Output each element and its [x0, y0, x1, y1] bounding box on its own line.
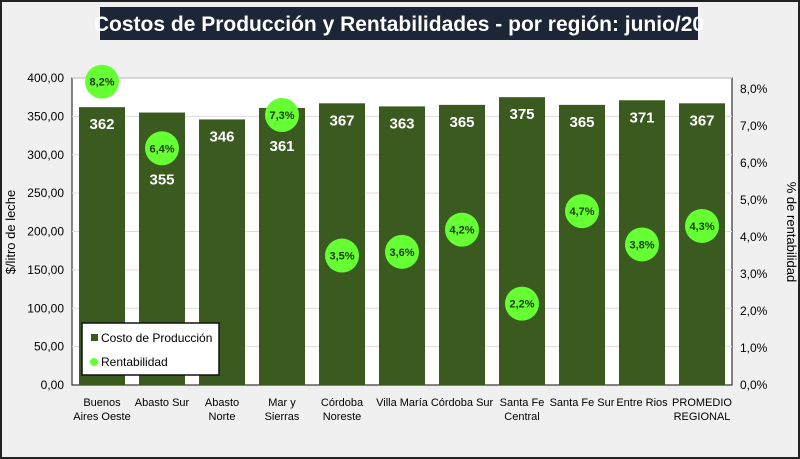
y2-tick-label: 4,0% — [740, 230, 768, 244]
y-tick-label: 50,00 — [34, 340, 64, 354]
x-tick-label-line: Noreste — [323, 411, 362, 423]
x-tick-label: Santa Fe Sur — [550, 397, 615, 409]
x-tick-label: Buenos Aires Oeste — [73, 397, 130, 423]
bar — [259, 107, 305, 386]
rentabilidad-label: 6,4% — [149, 143, 174, 155]
rentabilidad-label: 3,5% — [329, 251, 354, 263]
bar — [499, 97, 545, 385]
bar-value-label: 375 — [509, 106, 534, 123]
x-tick-label: Abasto Sur — [135, 397, 190, 409]
y2-tick-label: 8,0% — [740, 82, 768, 96]
x-tick-label-line: Córdoba Sur — [431, 397, 494, 409]
bar-value-label: 355 — [149, 171, 174, 188]
rentabilidad-label: 8,2% — [89, 77, 114, 89]
y2-tick-label: 3,0% — [740, 267, 768, 281]
rentabilidad-point — [685, 208, 719, 243]
rentabilidad-label: 4,7% — [569, 206, 594, 218]
x-tick-label: PROMEDIO REGIONAL — [672, 397, 732, 423]
x-tick-label-line: REGIONAL — [674, 411, 731, 423]
x-tick-label-line: Central — [504, 411, 539, 423]
bar-value-label: 346 — [209, 128, 234, 145]
x-tick-label-line: Abasto — [205, 397, 239, 409]
rentabilidad-label: 2,2% — [509, 299, 534, 311]
rentabilidad-point — [85, 64, 119, 99]
y2-tick-label: 0,0% — [740, 378, 768, 392]
rentabilidad-label: 3,8% — [629, 239, 654, 251]
legend-label-costo: Costo de Producción — [101, 331, 212, 345]
x-tick-label: Mar y Sierras — [265, 397, 300, 423]
y-axis-label: $/litro de leche — [3, 190, 18, 275]
bar-value-label: 362 — [89, 116, 114, 133]
y-tick-label: 200,00 — [27, 225, 64, 239]
chart-title: Costos de Producción y Rentabilidades - … — [94, 13, 704, 36]
x-tick-label-line: Villa María — [376, 397, 429, 409]
rentabilidad-point — [505, 286, 539, 321]
y-tick-label: 250,00 — [27, 186, 64, 200]
rentabilidad-label: 7,3% — [269, 110, 294, 122]
x-tick-label-line: Abasto Sur — [135, 397, 190, 409]
rentabilidad-point — [265, 97, 299, 132]
bar-value-label: 367 — [689, 112, 714, 129]
rentabilidad-point — [385, 234, 419, 269]
x-tick-label: Córdoba Sur — [431, 397, 494, 409]
rentabilidad-point — [325, 238, 359, 273]
x-tick-label: Córdoba Noreste — [321, 397, 364, 423]
x-tick-label-line: Sierras — [265, 411, 300, 423]
bar-value-label: 365 — [449, 114, 474, 131]
x-tick-label-line: PROMEDIO — [672, 397, 732, 409]
y-tick-label: 350,00 — [27, 109, 64, 123]
x-tick-label-line: Buenos — [83, 397, 121, 409]
rentabilidad-point — [145, 131, 179, 166]
bar-value-label: 367 — [329, 112, 354, 129]
y2-tick-label: 2,0% — [740, 304, 768, 318]
legend-swatch-rentabilidad — [90, 358, 98, 366]
legend-box — [81, 322, 220, 376]
y2-tick-label: 1,0% — [740, 341, 768, 355]
rentabilidad-point — [565, 194, 599, 229]
y2-tick-label: 5,0% — [740, 193, 768, 207]
legend-label-rentabilidad: Rentabilidad — [101, 355, 168, 369]
bar-value-label: 361 — [269, 138, 294, 155]
x-tick-label-line: Entre Rios — [616, 397, 668, 409]
y2-axis-label: % de rentabilidad — [784, 182, 799, 282]
x-tick-label-line: Córdoba — [321, 397, 364, 409]
rentabilidad-point — [625, 227, 659, 262]
x-tick-label-line: Mar y — [268, 397, 296, 409]
title-box — [100, 7, 698, 40]
legend: Costo de Producción Rentabilidad — [81, 322, 220, 376]
x-tick-label-line: Santa Fe Sur — [550, 397, 615, 409]
x-tick-label: Santa Fe Central — [500, 397, 545, 423]
x-tick-label-line: Aires Oeste — [73, 411, 130, 423]
x-tick-label-line: Norte — [209, 411, 236, 423]
y-tick-label: 0,00 — [41, 378, 65, 392]
y-tick-label: 400,00 — [27, 71, 64, 85]
x-tick-label-line: Santa Fe — [500, 397, 545, 409]
y-tick-label: 100,00 — [27, 301, 64, 315]
bar — [679, 103, 725, 385]
bar — [559, 104, 605, 386]
y-tick-label: 150,00 — [27, 263, 64, 277]
y2-tick-label: 7,0% — [740, 119, 768, 133]
bar-value-label: 371 — [629, 109, 654, 126]
rentabilidad-point — [445, 212, 479, 247]
x-tick-label: Abasto Norte — [205, 397, 239, 423]
y2-tick-label: 6,0% — [740, 156, 768, 170]
rentabilidad-label: 4,2% — [449, 225, 474, 237]
y-tick-label: 300,00 — [27, 148, 64, 162]
x-tick-label: Entre Rios — [616, 397, 668, 409]
rentabilidad-label: 4,3% — [689, 221, 714, 233]
rentabilidad-label: 3,6% — [389, 247, 414, 259]
bar-value-label: 363 — [389, 115, 414, 132]
x-tick-label: Villa María — [376, 397, 429, 409]
bar-value-label: 365 — [569, 114, 594, 131]
legend-swatch-costo — [91, 334, 98, 341]
